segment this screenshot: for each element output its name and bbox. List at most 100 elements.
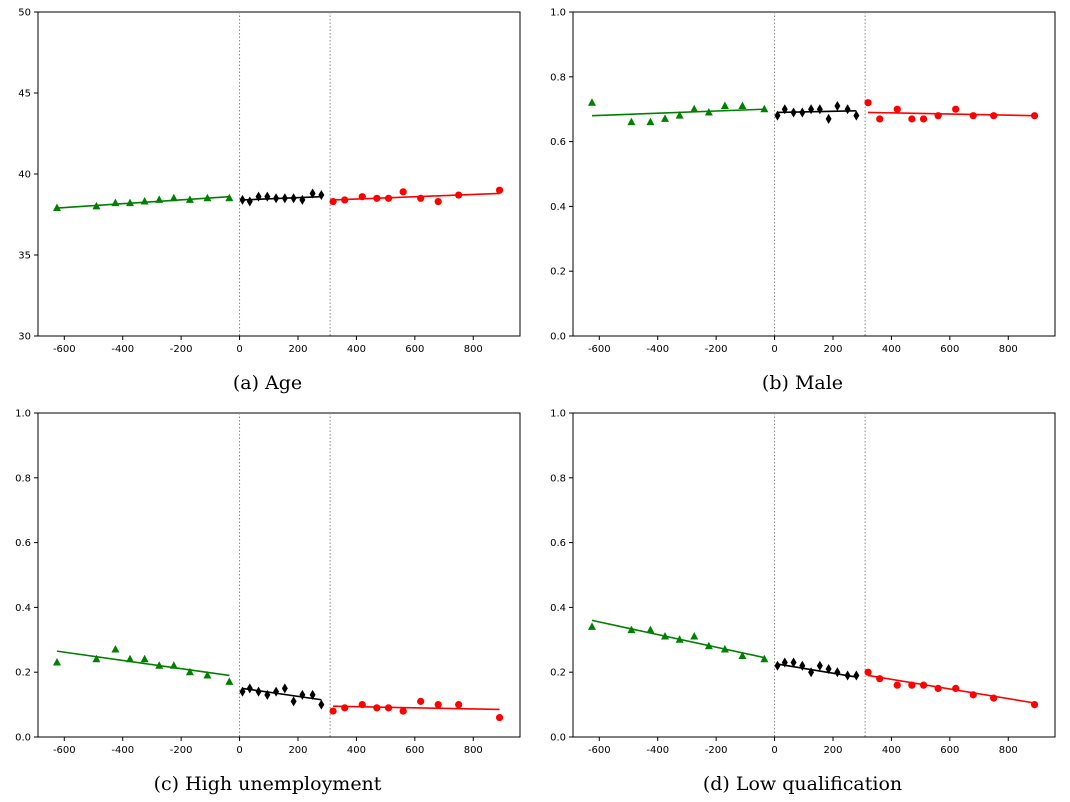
middle-point	[825, 663, 832, 674]
x-tick-label: -200	[170, 344, 193, 355]
middle-fit-line	[777, 110, 857, 114]
middle-point	[239, 686, 246, 697]
right-point	[417, 194, 425, 202]
left-point	[52, 657, 61, 666]
x-tick-label: -600	[588, 344, 611, 355]
plot-frame	[37, 11, 521, 337]
left-point	[126, 654, 135, 663]
chart-low-qualification: -600 -400 -200 0 200 400 600 800 0.0 0.2 0.4 0.6 0.8…	[550, 409, 1056, 756]
right-point	[908, 115, 916, 123]
right-point	[495, 186, 504, 194]
right-point	[919, 115, 928, 123]
chart-male: -600 -400 -200 0 200 400 600 800 0.0 0.2 0.4 0.6 0.8…	[550, 8, 1056, 355]
left-point	[627, 625, 636, 634]
right-point	[990, 112, 998, 120]
x-tick-label: 400	[347, 745, 366, 756]
middle-point	[299, 689, 306, 700]
right-point	[990, 694, 998, 702]
left-point	[169, 661, 178, 669]
x-tick-label: 200	[288, 745, 307, 756]
left-point	[661, 114, 670, 122]
caption-age: (a) Age	[232, 372, 303, 394]
left-point	[760, 654, 769, 663]
x-tick-label: -400	[646, 344, 669, 355]
middle-point	[246, 683, 253, 694]
right-point	[893, 105, 901, 113]
middle-point	[290, 696, 297, 707]
x-tick-label: 0	[236, 745, 242, 756]
middle-point	[309, 188, 316, 199]
x-tick-label: 600	[405, 745, 424, 756]
x-tick-label: 600	[405, 344, 424, 355]
left-point	[760, 104, 769, 113]
right-point	[399, 707, 407, 715]
middle-point	[246, 196, 253, 207]
middle-point	[299, 194, 306, 205]
x-tick-label: -600	[588, 745, 611, 756]
x-tick-label: -200	[705, 344, 728, 355]
x-tick-label: 600	[940, 344, 959, 355]
x-tick-label: 200	[823, 745, 842, 756]
x-tick-label: 800	[999, 344, 1018, 355]
chart-high-unemployment: -600 -400 -200 0 200 400 600 800 0.0 0.2 0.4 0.6 0.8…	[15, 409, 521, 756]
x-tick-label: 200	[823, 344, 842, 355]
middle-point	[825, 113, 832, 124]
left-point	[126, 198, 135, 207]
y-tick-label: 0.8	[15, 473, 31, 484]
y-tick-label: 50	[18, 8, 31, 19]
x-tick-label: 800	[464, 745, 483, 756]
plot-frame	[572, 412, 1056, 738]
y-tick-label: 0.0	[15, 733, 31, 744]
x-tick-label: -200	[705, 745, 728, 756]
caption-high-unemployment: (c) High unemployment	[153, 773, 382, 795]
left-point	[185, 195, 194, 203]
left-point	[720, 645, 729, 653]
right-point	[893, 681, 901, 689]
right-point	[969, 112, 977, 120]
left-point	[185, 667, 194, 676]
middle-point	[281, 193, 288, 204]
right-point	[434, 197, 442, 206]
x-tick-label: -600	[53, 344, 76, 355]
middle-point	[799, 107, 806, 118]
left-point	[738, 101, 747, 109]
left-point	[52, 203, 61, 212]
x-tick-label: 400	[882, 745, 901, 756]
left-fit-line	[591, 108, 765, 117]
right-point	[341, 704, 349, 712]
chart-panel-male: -600 -400 -200 0 200 400 600 800 0.0 0.2 0.4 0.6 0.8…	[535, 0, 1070, 401]
middle-point	[281, 683, 288, 694]
middle-point	[853, 670, 860, 681]
left-point	[646, 117, 655, 126]
x-tick-label: 0	[771, 745, 777, 756]
middle-point	[309, 689, 316, 700]
right-point	[934, 112, 942, 120]
middle-point	[239, 194, 246, 205]
left-point	[675, 111, 684, 119]
x-tick-label: 800	[464, 344, 483, 355]
middle-point	[853, 110, 860, 121]
right-point	[341, 196, 349, 204]
x-tick-label: 0	[771, 344, 777, 355]
x-tick-label: 200	[288, 344, 307, 355]
middle-point	[774, 660, 781, 671]
middle-point	[799, 660, 806, 671]
middle-point	[318, 190, 325, 201]
middle-point	[273, 193, 280, 204]
right-point	[373, 704, 381, 712]
y-tick-label: 0.2	[550, 668, 566, 679]
left-point	[92, 201, 101, 210]
left-point	[111, 645, 120, 653]
y-tick-label: 1.0	[15, 409, 31, 420]
left-point	[690, 104, 699, 113]
middle-point	[834, 100, 841, 111]
right-point	[358, 701, 366, 709]
x-tick-label: 600	[940, 745, 959, 756]
right-point	[876, 115, 884, 123]
left-point	[661, 632, 670, 640]
right-point	[1030, 112, 1039, 120]
x-tick-label: -200	[170, 745, 193, 756]
y-tick-label: 0.4	[550, 202, 566, 213]
right-point	[969, 691, 977, 699]
right-point	[358, 193, 366, 201]
